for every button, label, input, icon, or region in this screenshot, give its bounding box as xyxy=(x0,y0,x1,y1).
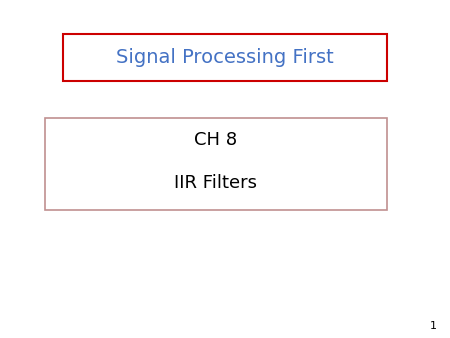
Text: Signal Processing First: Signal Processing First xyxy=(116,48,334,67)
Text: 1: 1 xyxy=(429,321,436,331)
Text: IIR Filters: IIR Filters xyxy=(175,173,257,192)
FancyBboxPatch shape xyxy=(63,34,387,81)
Text: CH 8: CH 8 xyxy=(194,130,238,149)
FancyBboxPatch shape xyxy=(45,118,387,210)
